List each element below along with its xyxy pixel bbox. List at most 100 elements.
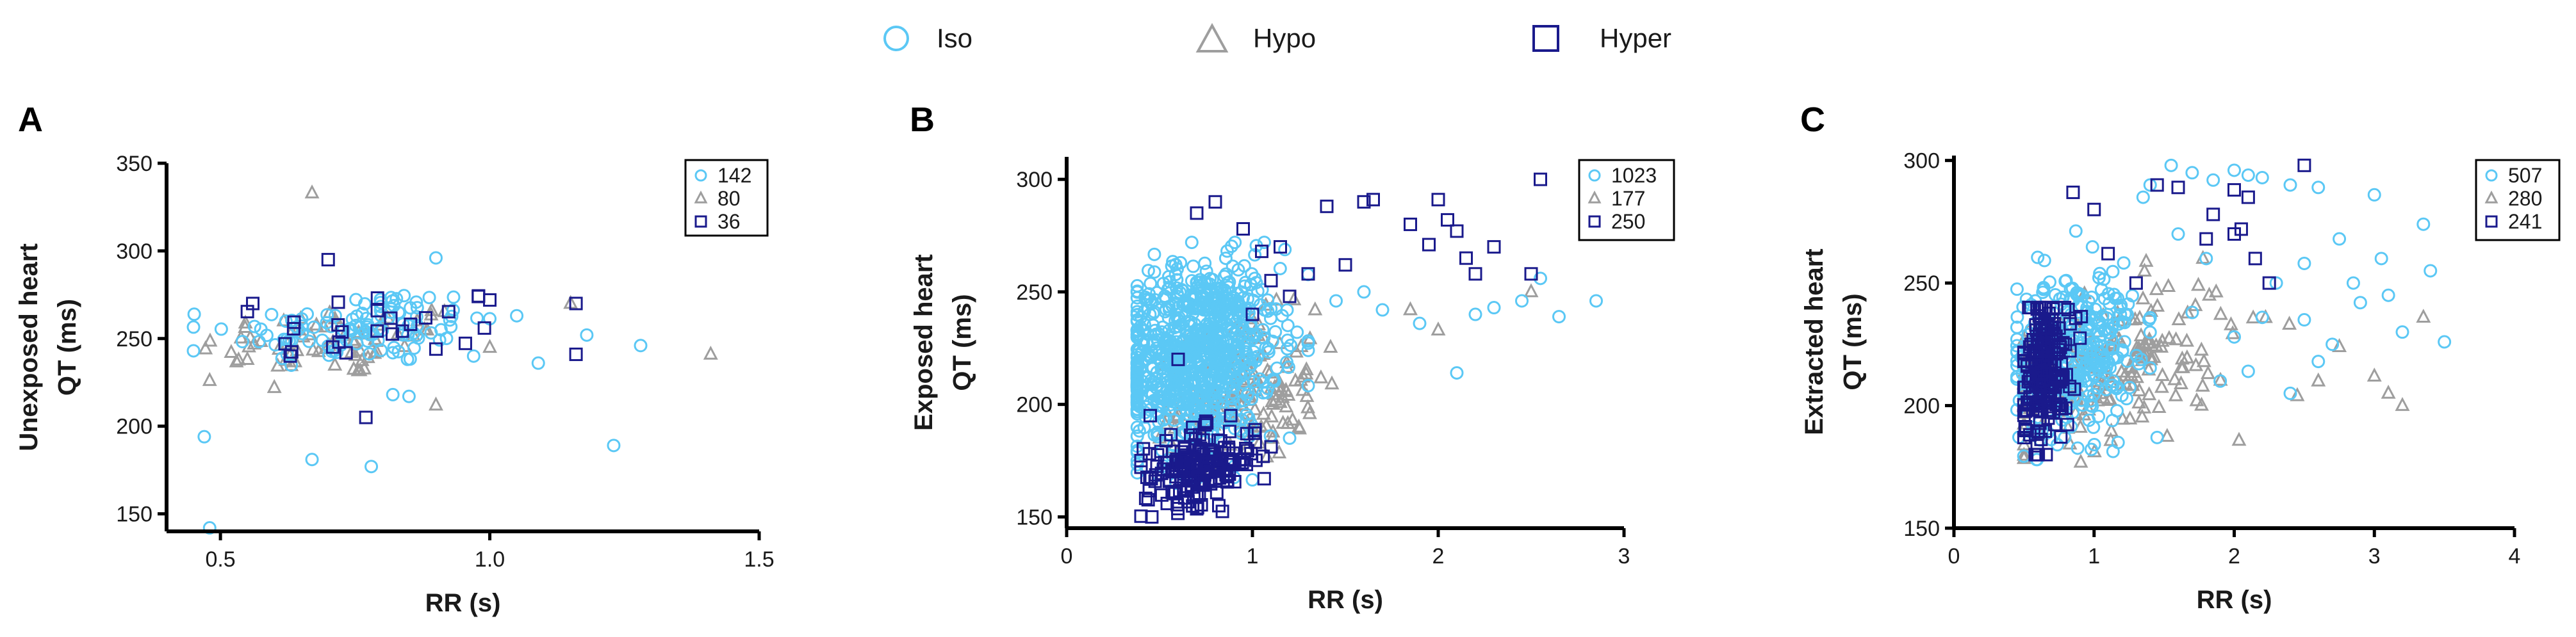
data-point-iso (1166, 255, 1180, 269)
data-point-hyper (1204, 474, 1218, 488)
data-point-hypo (1265, 393, 1280, 408)
data-point-iso (2115, 343, 2129, 357)
x-tick-label: 0 (1061, 544, 1073, 568)
data-point-iso (1130, 299, 1144, 313)
data-point-iso (2071, 441, 2085, 455)
data-point-hypo (1276, 414, 1291, 429)
data-point-iso (2094, 282, 2108, 296)
data-point-iso (2255, 310, 2269, 325)
data-point-hyper (370, 303, 384, 318)
data-point-iso (2117, 256, 2131, 270)
panel-legend-box (1578, 159, 1675, 241)
data-point-iso (2283, 386, 2297, 400)
data-point-iso (265, 307, 279, 321)
data-point-iso (2438, 335, 2452, 349)
data-point-iso (1150, 286, 1164, 300)
data-point-iso (2113, 307, 2128, 321)
data-point-iso (466, 349, 480, 363)
data-point-hypo (1313, 369, 1329, 383)
data-point-iso (1146, 337, 1160, 351)
data-point-iso (1185, 274, 1199, 288)
data-point-hyper (1264, 440, 1278, 454)
data-point-hyper (1190, 206, 1204, 220)
data-point-iso (2037, 282, 2051, 296)
data-point-iso (1246, 293, 1260, 307)
data-point-iso (1468, 307, 1482, 321)
data-point-iso (1185, 291, 1199, 305)
data-point-iso (1247, 375, 1261, 389)
data-point-hypo (2290, 387, 2305, 401)
data-point-hyper (2069, 311, 2083, 325)
data-point-hypo (350, 362, 366, 376)
data-point-iso (1148, 344, 1162, 359)
data-point-iso (357, 325, 372, 339)
data-point-hyper (1199, 414, 1213, 428)
data-point-iso (2090, 381, 2104, 395)
data-point-iso (2037, 254, 2051, 268)
data-point-iso (2040, 426, 2055, 440)
data-point-hypo (288, 353, 303, 367)
data-point-hyper (1142, 483, 1156, 497)
data-point-hyper (569, 347, 583, 361)
data-point-iso (2106, 444, 2120, 458)
data-point-iso (1245, 332, 1259, 346)
data-point-hyper (2227, 183, 2241, 197)
data-point-hyper (2034, 432, 2048, 446)
data-point-iso (1130, 308, 1144, 322)
data-point-hyper (441, 305, 455, 319)
data-point-iso (402, 389, 416, 403)
data-point-iso (2080, 356, 2094, 370)
data-point-iso (1210, 395, 1224, 409)
data-point-iso (1236, 376, 1251, 390)
y-tick-label: 200 (116, 415, 152, 439)
data-point-hypo (2231, 431, 2247, 446)
data-point-hyper (2101, 246, 2115, 261)
data-point-iso (1130, 362, 1144, 376)
data-point-hyper (483, 293, 497, 307)
data-point-hypo (2311, 372, 2326, 387)
data-point-iso (295, 327, 309, 341)
data-point-iso (1208, 291, 1222, 305)
data-point-hyper (1320, 199, 1334, 213)
data-point-hyper (1534, 172, 1547, 186)
data-point-iso (429, 251, 443, 265)
data-point-iso (1243, 317, 1258, 331)
data-point-iso (1210, 329, 1224, 343)
y-tick-label: 150 (1016, 505, 1053, 529)
data-point-iso (1301, 378, 1315, 392)
data-point-iso (531, 356, 545, 370)
data-point-iso (1200, 275, 1214, 289)
data-point-hyper (2044, 334, 2058, 348)
y-tick-label: 150 (1903, 517, 1940, 541)
data-point-iso (1141, 370, 1155, 384)
data-point-iso (1264, 302, 1278, 316)
data-point-hypo (202, 332, 218, 347)
data-point-hypo (1295, 382, 1311, 396)
series-iso (2010, 158, 2452, 467)
data-point-iso (345, 324, 359, 338)
data-point-hyper (2054, 398, 2068, 412)
data-point-hypo (1286, 291, 1302, 305)
data-point-hypo (2142, 386, 2157, 401)
data-point-iso (1130, 403, 1144, 417)
data-point-iso (607, 439, 621, 453)
data-point-iso (1224, 239, 1238, 254)
legend-hypo-marker (1195, 22, 1229, 52)
data-point-hypo (2282, 316, 2297, 330)
x-tick-label: 1.5 (744, 547, 774, 572)
data-point-hypo (1279, 398, 1294, 413)
data-point-hyper (1160, 456, 1174, 470)
data-point-hypo (1247, 401, 1263, 415)
data-point-hypo (1403, 301, 1418, 316)
data-point-hypo (243, 329, 258, 344)
data-point-iso (2164, 158, 2178, 172)
data-point-iso (2069, 364, 2083, 378)
x-axis-title: RR (s) (425, 589, 501, 617)
data-point-iso (2143, 178, 2157, 192)
data-point-iso (1213, 305, 1227, 319)
data-point-hypo (1523, 283, 1539, 298)
data-point-hyper (2060, 417, 2074, 431)
data-point-hyper (1431, 193, 1445, 207)
y-axis-title-1: Exposed heart (910, 254, 938, 431)
